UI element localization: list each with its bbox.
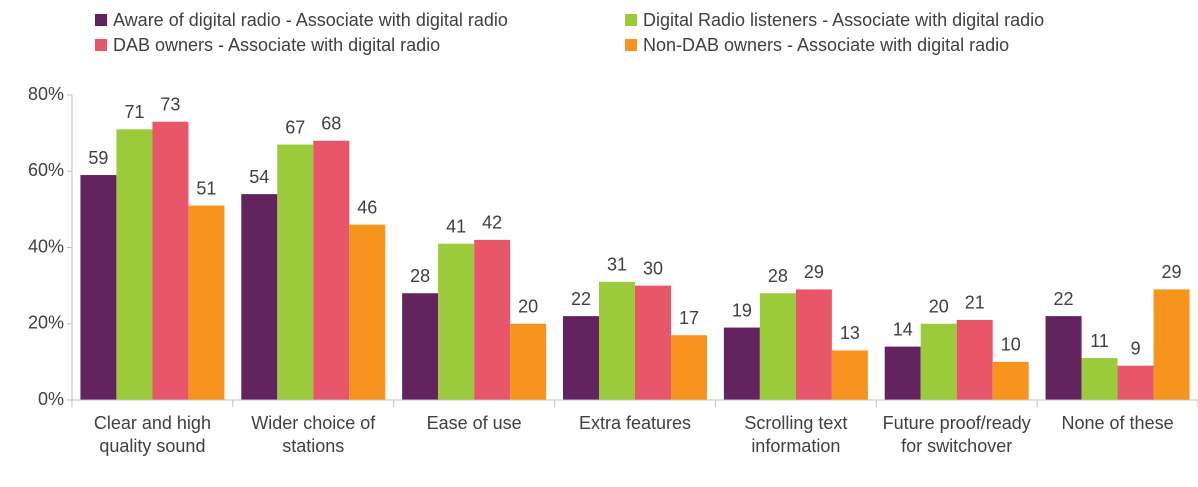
data-label: 46 xyxy=(357,197,377,217)
bar xyxy=(116,129,153,400)
data-label: 20 xyxy=(929,297,949,317)
legend-item: Digital Radio listeners - Associate with… xyxy=(625,8,1044,32)
x-tick-label: Wider choice of stations xyxy=(251,413,376,456)
x-tick-label: Future proof/ready for switchover xyxy=(882,413,1031,456)
bar xyxy=(563,316,599,400)
legend-swatch xyxy=(95,39,107,51)
data-label: 20 xyxy=(518,297,538,317)
data-label: 22 xyxy=(1054,289,1074,309)
x-tick-label: Extra features xyxy=(578,413,692,433)
bar xyxy=(723,327,760,400)
data-label: 10 xyxy=(1001,335,1021,355)
x-tick-label: None of these xyxy=(1061,413,1174,433)
data-label: 9 xyxy=(1131,338,1141,358)
bar xyxy=(956,319,993,400)
data-label: 22 xyxy=(571,289,591,309)
bar xyxy=(438,243,475,400)
y-tick-label: 40% xyxy=(28,236,64,256)
bar xyxy=(831,350,868,400)
y-tick-label: 80% xyxy=(28,84,64,104)
bar xyxy=(884,346,921,400)
x-tick-label: Scrolling text information xyxy=(744,413,848,456)
data-label: 28 xyxy=(410,266,430,286)
bar xyxy=(992,361,1029,400)
bar xyxy=(349,224,386,400)
bar xyxy=(795,289,832,400)
x-tick-label: Clear and high quality sound xyxy=(93,413,211,456)
bar xyxy=(152,121,189,400)
bar xyxy=(759,293,796,400)
bar xyxy=(1081,358,1118,400)
bar xyxy=(80,175,117,400)
legend-label: Non-DAB owners - Associate with digital … xyxy=(643,34,1010,55)
legend-swatch xyxy=(625,14,637,26)
bar xyxy=(313,140,350,400)
legend-item: Aware of digital radio - Associate with … xyxy=(95,8,508,32)
bar xyxy=(599,281,635,400)
data-label: 59 xyxy=(88,148,108,168)
legend-label: Aware of digital radio - Associate with … xyxy=(113,9,508,30)
bar xyxy=(920,323,957,400)
legend-swatch xyxy=(95,14,107,26)
data-label: 21 xyxy=(965,293,985,313)
legend-label: Digital Radio listeners - Associate with… xyxy=(643,9,1045,30)
legend-swatch xyxy=(625,39,637,51)
data-label: 68 xyxy=(321,114,341,134)
data-label: 28 xyxy=(768,266,788,286)
data-label: 17 xyxy=(679,308,699,328)
bar xyxy=(1117,365,1154,400)
y-tick-label: 20% xyxy=(28,313,64,333)
data-label: 42 xyxy=(482,213,502,233)
y-tick-label: 0% xyxy=(38,389,64,409)
bar xyxy=(402,293,439,400)
data-label: 19 xyxy=(732,300,752,320)
data-label: 71 xyxy=(124,102,144,122)
bar xyxy=(474,239,511,400)
data-label: 41 xyxy=(446,216,466,236)
bar xyxy=(1153,289,1190,400)
legend-label: DAB owners - Associate with digital radi… xyxy=(113,34,441,55)
bar xyxy=(510,323,547,400)
bar xyxy=(241,194,278,400)
data-label: 31 xyxy=(607,255,627,275)
data-label: 29 xyxy=(1162,262,1182,282)
x-tick-label: Ease of use xyxy=(426,413,522,433)
data-label: 54 xyxy=(249,167,269,187)
data-label: 13 xyxy=(840,323,860,343)
data-label: 11 xyxy=(1090,331,1109,351)
data-label: 73 xyxy=(160,94,180,114)
data-label: 67 xyxy=(285,117,305,137)
bar xyxy=(671,335,707,400)
legend-item: Non-DAB owners - Associate with digital … xyxy=(625,33,1009,57)
data-label: 29 xyxy=(804,262,824,282)
bar xyxy=(277,144,314,400)
data-label: 30 xyxy=(643,258,663,278)
data-label: 14 xyxy=(893,319,913,339)
bar xyxy=(635,285,671,400)
data-label: 51 xyxy=(196,178,216,198)
y-tick-label: 60% xyxy=(28,160,64,180)
legend-item: DAB owners - Associate with digital radi… xyxy=(95,33,440,57)
bar xyxy=(188,205,225,400)
bar xyxy=(1045,316,1082,400)
